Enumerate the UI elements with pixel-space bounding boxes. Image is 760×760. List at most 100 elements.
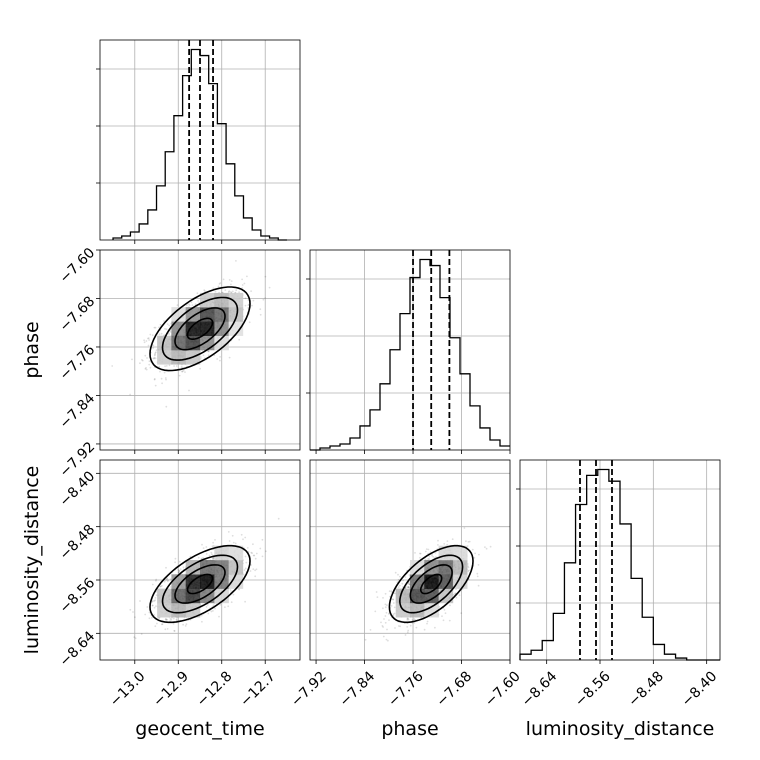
scatter-point: [187, 303, 190, 305]
scatter-point: [188, 304, 191, 306]
scatter-point: [208, 554, 211, 557]
x-tick-label: −8.48: [625, 668, 667, 710]
scatter-point: [212, 287, 215, 290]
scatter-point: [111, 365, 114, 367]
scatter-point: [161, 584, 163, 587]
scatter-point: [148, 360, 151, 362]
scatter-point: [185, 623, 188, 626]
scatter-point: [207, 350, 210, 352]
scatter-point: [140, 633, 143, 635]
scatter-point: [484, 546, 486, 548]
scatter-point: [200, 356, 202, 358]
scatter-point: [382, 635, 385, 638]
scatter-point: [394, 627, 396, 629]
scatter-point: [423, 628, 426, 631]
scatter-point: [219, 359, 221, 362]
panel-frame: [519, 459, 721, 661]
x-tick-label: −8.64: [519, 668, 561, 710]
scatter-point: [455, 596, 458, 599]
scatter-point: [230, 601, 233, 604]
scatter-point: [156, 622, 158, 625]
scatter-point: [247, 307, 250, 309]
scatter-point: [160, 377, 163, 380]
scatter-point: [163, 580, 166, 583]
scatter-point: [144, 613, 147, 616]
scatter-point: [224, 289, 227, 291]
density-cell: [214, 335, 229, 351]
scatter-point: [212, 541, 215, 544]
scatter-point: [161, 623, 163, 626]
scatter-point: [388, 619, 390, 621]
scatter-point: [151, 334, 154, 337]
scatter-point: [155, 579, 157, 582]
scatter-point: [185, 304, 188, 307]
scatter-point: [478, 553, 480, 556]
scatter-point: [383, 618, 385, 620]
scatter-point: [149, 333, 152, 336]
scatter-point: [465, 540, 467, 543]
scatter-point: [148, 339, 151, 341]
scatter-point: [246, 275, 248, 278]
density-cell: [171, 307, 186, 322]
scatter-point: [184, 625, 187, 627]
scatter-point: [155, 605, 157, 608]
scatter-point: [406, 617, 409, 620]
scatter-point: [172, 622, 175, 625]
scatter-point: [145, 367, 147, 369]
scatter-point: [143, 339, 146, 342]
scatter-point: [238, 291, 241, 293]
scatter-point: [392, 602, 395, 604]
scatter-point: [163, 371, 166, 374]
scatter-point: [384, 592, 387, 595]
scatter-point: [197, 556, 200, 559]
x-tick-label: −12.9: [150, 668, 192, 710]
scatter-point: [227, 605, 230, 608]
scatter-point: [401, 582, 404, 585]
scatter-point: [173, 365, 176, 367]
scatter-point: [224, 606, 226, 608]
scatter-point: [151, 616, 153, 619]
scatter-point: [174, 557, 177, 560]
scatter-point: [153, 600, 156, 602]
scatter-point: [385, 611, 388, 614]
x-tick-label: −12.7: [237, 668, 279, 710]
scatter-point: [217, 285, 220, 288]
panel-frame: [309, 249, 511, 451]
y-tick-label: −7.84: [57, 390, 99, 432]
scatter-point: [155, 351, 157, 354]
scatter-point: [489, 545, 492, 548]
scatter-point: [203, 289, 206, 291]
scatter-point: [390, 590, 393, 592]
scatter-point: [250, 290, 253, 292]
x-tick-label: −13.0: [107, 668, 149, 710]
scatter-point: [244, 600, 247, 603]
scatter-point: [230, 291, 232, 293]
scatter-point: [166, 323, 169, 325]
scatter-point: [384, 606, 387, 609]
scatter-point: [413, 618, 416, 620]
scatter-point: [152, 347, 155, 349]
scatter-point: [141, 359, 144, 362]
scatter-point: [235, 289, 238, 292]
scatter-point: [210, 610, 213, 613]
density-cell: [171, 350, 186, 365]
scatter-point: [153, 378, 156, 380]
scatter-point: [264, 275, 267, 278]
scatter-point: [175, 618, 178, 621]
scatter-point: [219, 282, 222, 284]
scatter-point: [167, 579, 170, 582]
scatter-point: [159, 323, 162, 326]
scatter-point: [197, 300, 200, 302]
density-cell: [157, 335, 172, 351]
scatter-point: [166, 577, 169, 580]
scatter-point: [415, 626, 418, 629]
scatter-point: [168, 364, 171, 367]
scatter-point: [255, 552, 258, 555]
scatter-point: [166, 628, 169, 630]
density-cell: [185, 321, 201, 336]
scatter-point: [144, 354, 147, 357]
scatter-point: [177, 571, 180, 574]
scatter-point: [244, 536, 247, 539]
scatter-point: [202, 354, 205, 357]
